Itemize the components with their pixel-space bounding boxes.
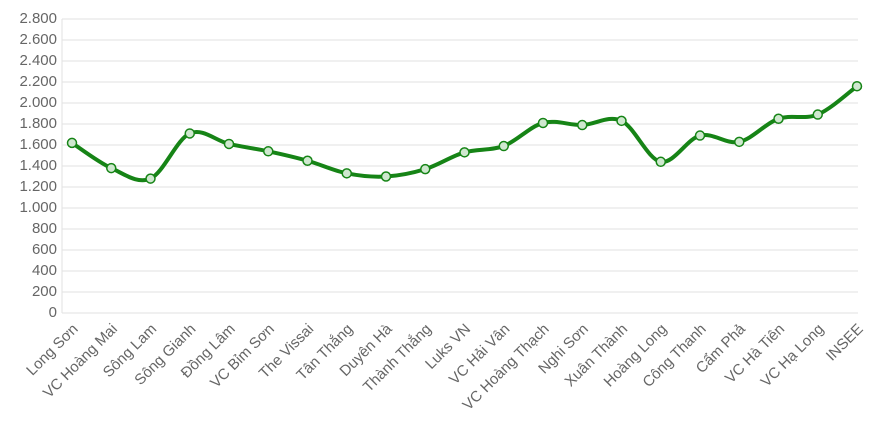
point-marker xyxy=(223,138,235,150)
y-tick-label: 2.200 xyxy=(19,73,57,90)
y-tick-label: 600 xyxy=(32,241,57,258)
y-tick-label: 400 xyxy=(32,262,57,279)
y-tick-label: 0 xyxy=(49,304,57,321)
y-tick-label: 2.400 xyxy=(19,52,57,69)
point-marker xyxy=(106,162,117,174)
point-marker xyxy=(694,130,706,141)
y-tick-label: 1.000 xyxy=(19,199,57,216)
y-tick-label: 200 xyxy=(32,283,57,300)
point-marker xyxy=(420,163,431,175)
y-tick-label: 800 xyxy=(32,220,57,237)
point-marker xyxy=(66,137,78,149)
y-tick-label: 1.800 xyxy=(19,115,57,132)
point-marker xyxy=(734,136,745,148)
y-tick-label: 1.400 xyxy=(19,157,57,174)
point-marker xyxy=(184,128,195,139)
point-marker xyxy=(537,117,549,129)
point-marker xyxy=(812,109,823,120)
point-marker xyxy=(773,113,784,124)
point-marker xyxy=(302,155,313,166)
point-marker xyxy=(577,119,588,131)
point-marker xyxy=(616,115,627,127)
y-tick-label: 1.600 xyxy=(19,136,57,153)
point-marker xyxy=(498,140,509,152)
y-tick-label: 2.800 xyxy=(19,10,57,27)
point-marker xyxy=(145,173,156,184)
point-marker xyxy=(851,80,863,92)
point-marker xyxy=(459,147,470,158)
point-marker xyxy=(380,171,392,182)
point-marker xyxy=(341,168,352,179)
point-marker xyxy=(263,146,274,157)
y-tick-label: 2.000 xyxy=(19,94,57,111)
y-tick-label: 2.600 xyxy=(19,31,57,48)
point-marker xyxy=(655,156,666,168)
x-tick-label: INSEE xyxy=(823,321,867,365)
y-tick-label: 1.200 xyxy=(19,178,57,195)
